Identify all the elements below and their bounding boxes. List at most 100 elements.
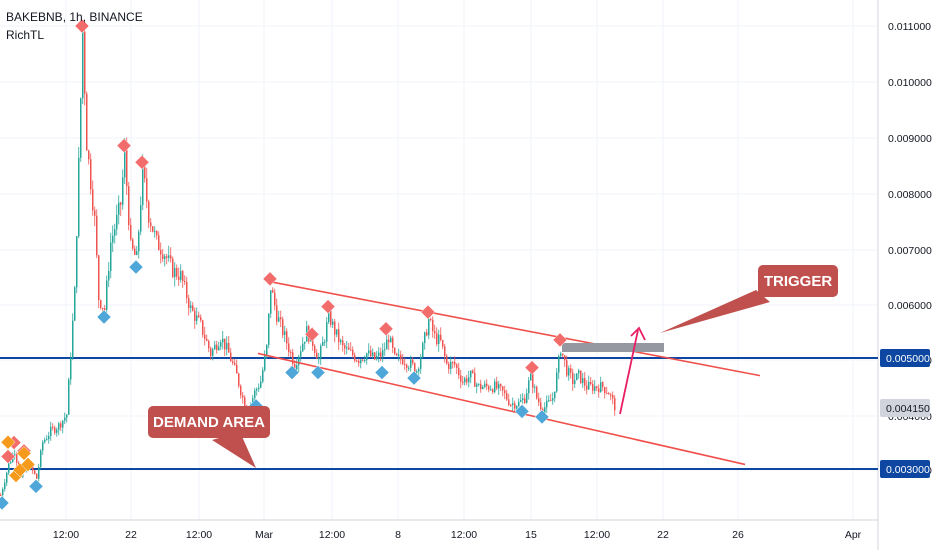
candle-body [2, 489, 4, 496]
candle-body [322, 342, 324, 346]
candle-body [186, 281, 188, 299]
candle-body [66, 414, 68, 418]
candle-body [78, 157, 80, 237]
pivot-low-marker [310, 365, 326, 380]
candle-body [88, 150, 90, 160]
candle-body [264, 355, 266, 371]
candle-body [548, 400, 550, 402]
candle-body [284, 331, 286, 335]
candle-body [516, 406, 518, 409]
candle-body [118, 202, 120, 215]
candle-body [412, 359, 414, 364]
candle-body [520, 400, 522, 402]
candle-body [116, 214, 118, 230]
candle-body [268, 313, 270, 345]
candle-body [96, 215, 98, 256]
candle-body [218, 346, 220, 351]
pivot-low-marker [374, 365, 390, 380]
candle-body [402, 359, 404, 365]
candle-body [258, 387, 260, 389]
candle-body [202, 320, 204, 335]
candle-body [266, 344, 268, 356]
candle-body [302, 343, 304, 352]
candle-body [196, 315, 198, 321]
candle-body [92, 189, 94, 211]
candle-body [398, 354, 400, 356]
candle-body [242, 395, 244, 398]
candle-body [420, 357, 422, 369]
candle-body [502, 386, 504, 391]
candle-body [160, 250, 162, 255]
candle-body [270, 290, 272, 314]
candle-body [318, 358, 320, 360]
candle-body [580, 370, 582, 384]
candle-body [552, 398, 554, 401]
candle-body [570, 368, 572, 373]
pivot-high-marker [0, 449, 16, 464]
candle-body [40, 450, 42, 467]
candle-body [324, 341, 326, 343]
candle-body [288, 343, 290, 353]
candle-body [534, 386, 536, 388]
candle-body [400, 354, 402, 360]
candle-body [508, 399, 510, 405]
candle-body [428, 319, 430, 336]
candle-body [134, 248, 136, 255]
candle-body [192, 305, 194, 311]
candle-body [4, 482, 6, 490]
candle-body [466, 378, 468, 383]
candle-body [518, 401, 520, 407]
candle-body [340, 340, 342, 343]
price-tick-label: 0.009000 [888, 133, 932, 145]
candle-body [388, 339, 390, 343]
pivot-high-marker [524, 360, 540, 376]
candle-body [462, 381, 464, 383]
candle-body [538, 398, 540, 403]
pivot-high-marker [420, 304, 436, 320]
candle-body [234, 362, 236, 365]
candle-body [380, 352, 382, 357]
candle-body [226, 342, 228, 350]
candle-body [296, 365, 298, 370]
candle-body [172, 258, 174, 278]
candle-body [230, 352, 232, 362]
candle-body [244, 397, 246, 406]
candle-body [132, 239, 134, 249]
candle-body [316, 352, 318, 359]
candle-body [210, 348, 212, 356]
candle-body [320, 345, 322, 359]
candle-body [460, 375, 462, 382]
candle-body [10, 461, 12, 464]
candle-body [514, 403, 516, 409]
pivot-high-marker [320, 299, 336, 314]
candle-body [228, 342, 230, 353]
candle-body [488, 386, 490, 390]
candle-body [366, 353, 368, 360]
candle-body [332, 321, 334, 325]
candle-body [216, 344, 218, 351]
candle-body [50, 426, 52, 437]
candle-body [148, 201, 150, 223]
candle-body [190, 305, 192, 309]
candle-body [408, 367, 410, 369]
candle-body [608, 393, 610, 395]
time-tick-label: 12:00 [53, 529, 79, 541]
candle-body [48, 436, 50, 440]
candle-body [440, 334, 442, 341]
breakout-arrow-head [630, 326, 646, 341]
candle-body [446, 356, 448, 364]
candle-body [114, 229, 116, 236]
candle-body [360, 359, 362, 364]
indicator-name: RichTL [6, 28, 45, 42]
candle-body [378, 352, 380, 356]
last-price-badge [880, 399, 930, 417]
candle-body [170, 255, 172, 259]
candle-body [128, 186, 130, 226]
candle-body [582, 378, 584, 384]
candle-body [304, 341, 306, 344]
candle-body [274, 292, 276, 306]
candle-body [142, 161, 144, 206]
candle-body [54, 427, 56, 433]
